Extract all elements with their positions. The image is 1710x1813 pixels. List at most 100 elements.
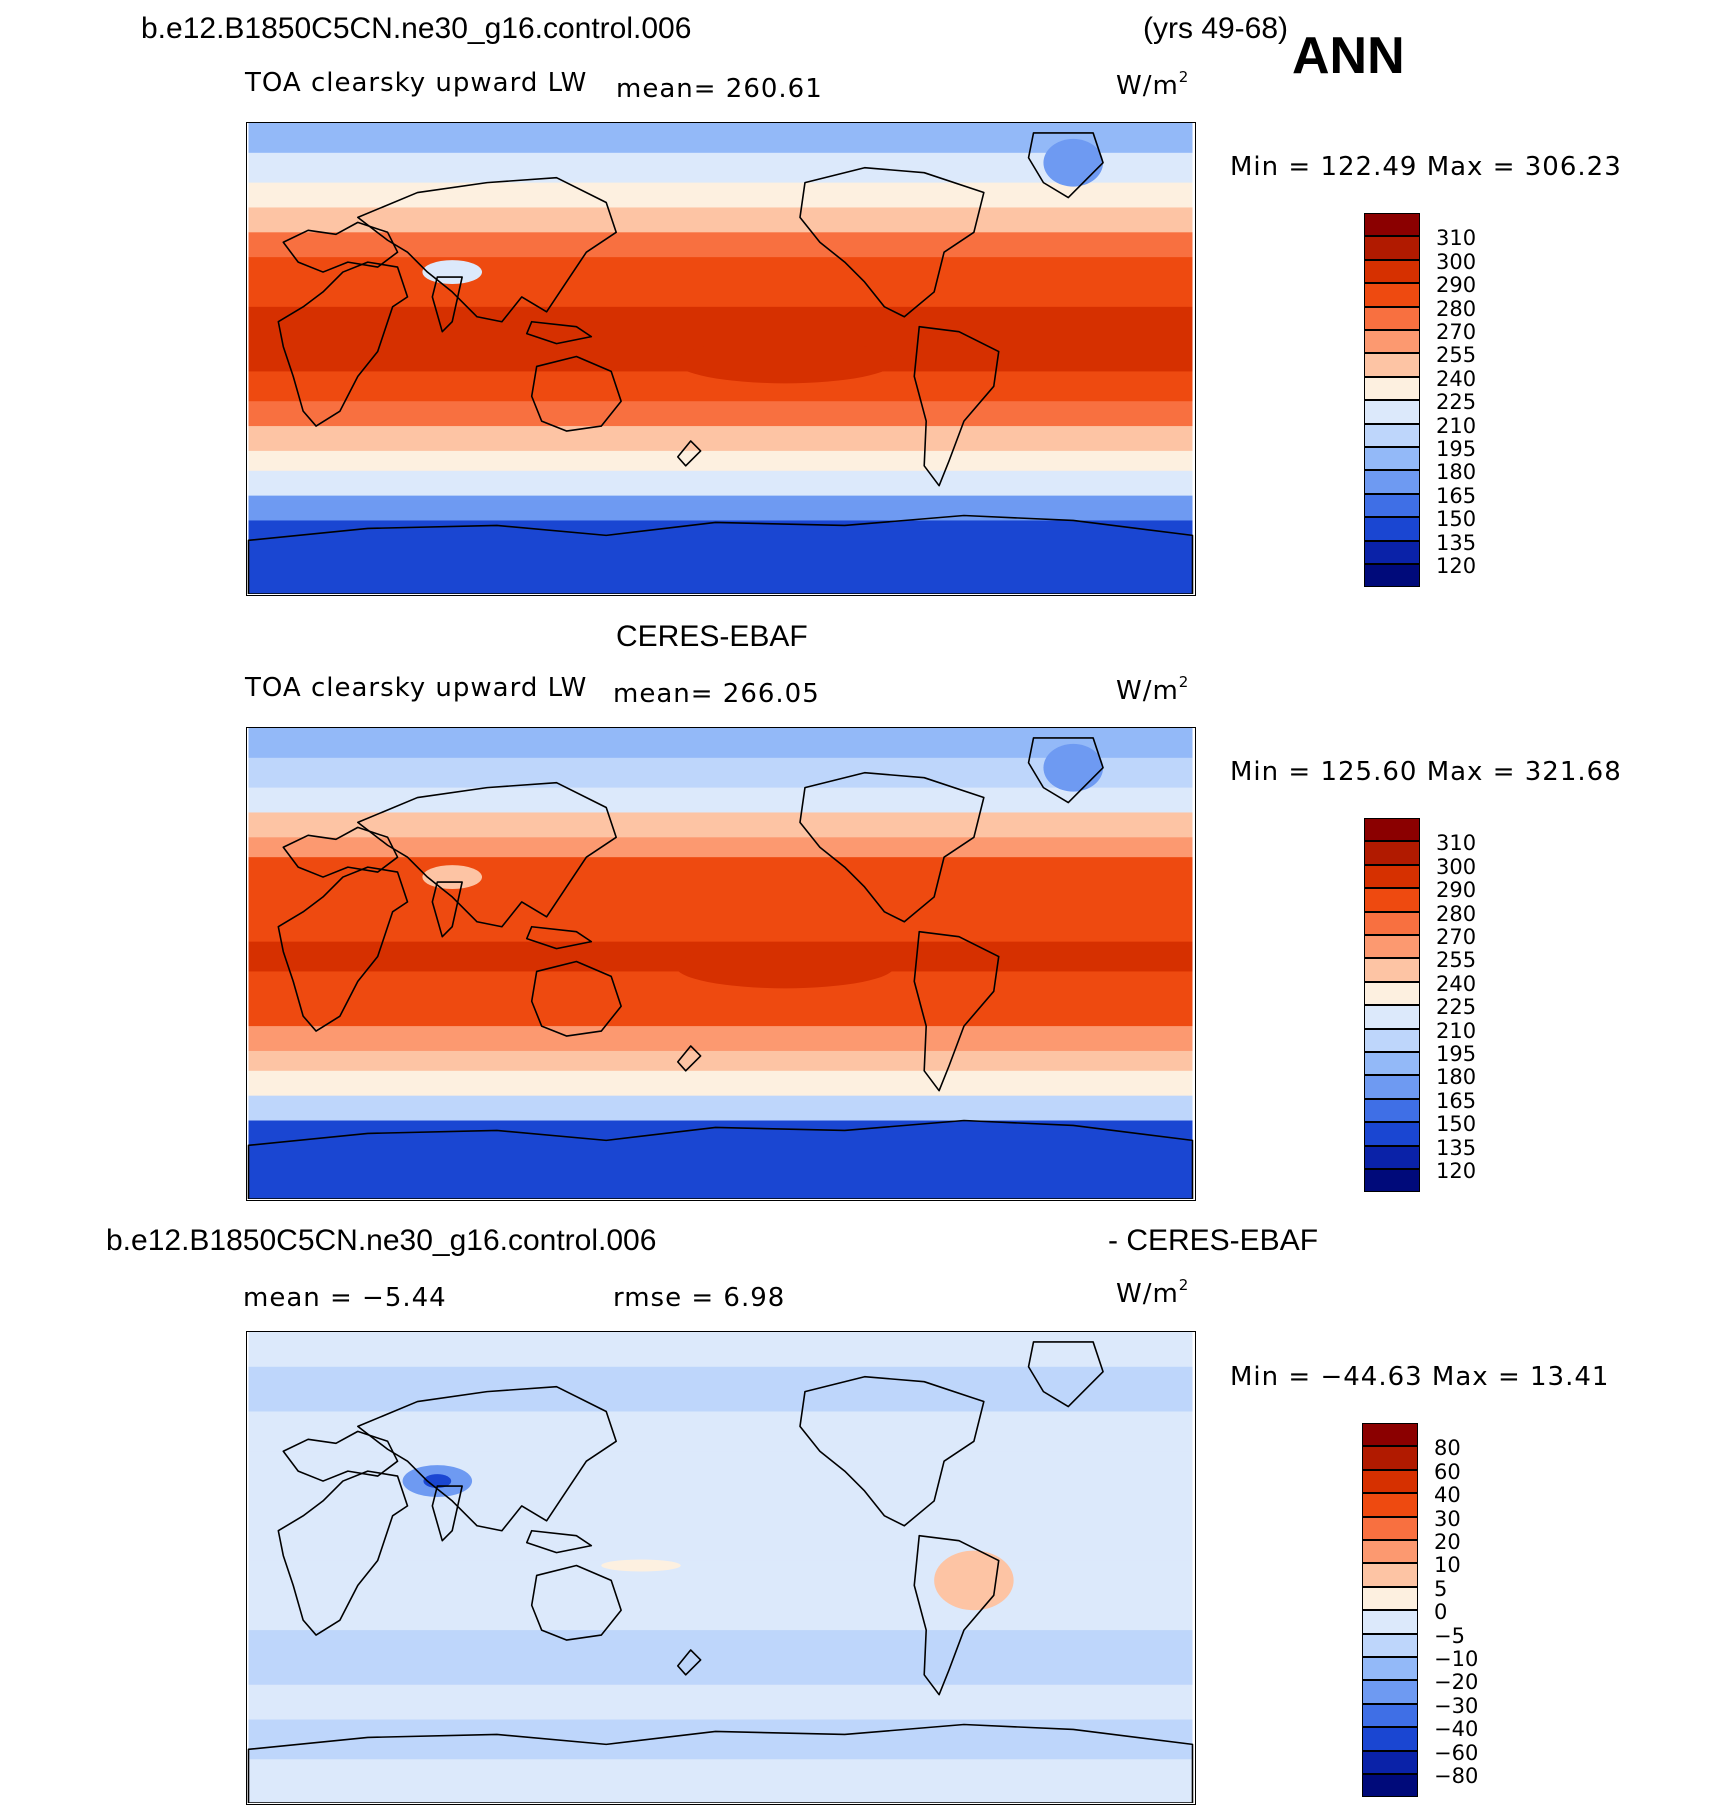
colorbar-tick-label: 270	[1436, 320, 1477, 344]
colorbar-tick-label: 80	[1434, 1436, 1461, 1461]
coastline	[431, 276, 463, 333]
colorbar-tick-label: 225	[1436, 390, 1477, 415]
colorbar-tick-label: −10	[1434, 1647, 1479, 1671]
colorbar-tick-label: −80	[1434, 1764, 1479, 1788]
coastline	[1027, 132, 1104, 199]
colorbar-swatch	[1362, 1774, 1418, 1798]
map-latitude-band	[248, 520, 1193, 594]
colorbar-tick-label: 180	[1436, 1065, 1477, 1090]
colorbar-swatch	[1362, 1680, 1418, 1704]
colorbar-swatch	[1364, 493, 1420, 518]
map-latitude-band	[248, 470, 1193, 497]
colorbar-tick-label: −60	[1434, 1740, 1479, 1765]
colorbar-swatch	[1362, 1493, 1418, 1517]
map-latitude-band	[248, 837, 1193, 859]
map-latitude-band	[248, 1411, 1193, 1453]
panel3-minmax: Min = −44.63 Max = 13.41	[1230, 1362, 1610, 1392]
colorbar-tick-label: 135	[1436, 530, 1477, 555]
panel2-mean: mean= 266.05	[613, 679, 820, 709]
colorbar-swatch	[1364, 447, 1420, 471]
map-latitude-band	[248, 857, 1193, 888]
colorbar-tick-label: 165	[1436, 1088, 1477, 1113]
map-latitude-band	[248, 450, 1193, 472]
coastline	[431, 881, 463, 938]
years-label: (yrs 49-68)	[1143, 12, 1289, 45]
panel3-title-left: b.e12.B1850C5CN.ne30_g16.control.006	[106, 1224, 657, 1257]
coastline	[525, 320, 593, 345]
map-latitude-band	[248, 1759, 1193, 1803]
colorbar-tick-label: 290	[1436, 273, 1477, 298]
colorbar-swatch	[1362, 1750, 1418, 1774]
colorbar-tick-label: 195	[1436, 437, 1477, 461]
panel2-variable: TOA clearsky upward LW	[245, 673, 588, 703]
coastline	[277, 261, 409, 427]
coastline	[676, 440, 702, 467]
colorbar-swatch	[1364, 981, 1420, 1006]
map-latitude-band	[248, 1120, 1193, 1199]
colorbar-swatch	[1364, 1122, 1420, 1146]
colorbar-swatch	[1362, 1446, 1418, 1470]
colorbar-swatch	[1362, 1563, 1418, 1587]
colorbar-swatch	[1364, 888, 1420, 912]
colorbar-tick-label: 150	[1436, 507, 1477, 532]
map-latitude-band	[248, 1451, 1193, 1497]
panel3-title-right: - CERES-EBAF	[1108, 1224, 1319, 1257]
map-latitude-band	[248, 1366, 1193, 1413]
map-latitude-band	[248, 426, 1193, 452]
colorbar-tick-label: 20	[1434, 1530, 1461, 1554]
coastline	[431, 1485, 463, 1542]
panel3-mean: mean = −5.44	[243, 1283, 447, 1313]
map-latitude-band	[248, 306, 1193, 348]
colorbar-tick-label: 5	[1434, 1576, 1448, 1601]
coastline	[530, 1564, 622, 1641]
panel1-minmax: Min = 122.49 Max = 306.23	[1230, 152, 1622, 182]
colorbar-tick-label: 300	[1436, 249, 1477, 274]
colorbar-tick-label: 280	[1436, 296, 1477, 321]
map-latitude-band	[248, 182, 1193, 209]
colorbar-swatch	[1364, 564, 1420, 588]
coastline	[799, 771, 985, 923]
map-latitude-band	[248, 812, 1193, 839]
season-label: ANN	[1292, 27, 1405, 85]
map-latitude-band	[248, 401, 1193, 428]
colorbar-swatch	[1362, 1423, 1418, 1447]
map-latitude-band	[248, 886, 1193, 913]
colorbar-swatch	[1364, 841, 1420, 865]
colorbar-swatch	[1364, 1052, 1420, 1076]
colorbar-swatch	[1364, 958, 1420, 982]
colorbar-swatch	[1364, 1145, 1420, 1169]
map-latitude-band	[248, 728, 1193, 759]
colorbar-tick-label: 310	[1436, 226, 1477, 251]
colorbar-swatch	[1362, 1516, 1418, 1540]
colorbar-swatch	[1364, 1028, 1420, 1052]
colorbar-swatch	[1364, 818, 1420, 842]
colorbar-swatch	[1364, 330, 1420, 354]
tibet-feature	[422, 260, 483, 284]
colorbar-tick-label: 210	[1436, 1018, 1477, 1043]
colorbar-tick-label: 150	[1436, 1112, 1477, 1137]
colorbar-swatch	[1364, 376, 1420, 401]
panel3-map	[246, 1331, 1196, 1805]
colorbar-tick-label: 255	[1436, 948, 1477, 973]
map-latitude-band	[248, 1332, 1193, 1368]
coastline	[913, 930, 1000, 1092]
colorbar-tick-label: 290	[1436, 878, 1477, 903]
colorbar-swatch	[1364, 470, 1420, 494]
warm-pool-feature	[675, 339, 895, 384]
colorbar-swatch	[1364, 1075, 1420, 1099]
colorbar-tick-label: 165	[1436, 483, 1477, 508]
colorbar-swatch	[1364, 213, 1420, 237]
map-latitude-band	[248, 1684, 1193, 1721]
colorbar-tick-label: 180	[1436, 460, 1477, 485]
map-latitude-band	[248, 1026, 1193, 1052]
colorbar-swatch	[1362, 1703, 1418, 1728]
colorbar-tick-label: 135	[1436, 1135, 1477, 1160]
map-latitude-band	[248, 1719, 1193, 1761]
colorbar-swatch	[1362, 1610, 1418, 1634]
colorbar-tick-label: 120	[1436, 1159, 1477, 1183]
colorbar-tick-label: 300	[1436, 854, 1477, 879]
map-latitude-band	[248, 281, 1193, 308]
map-latitude-band	[248, 232, 1193, 259]
coastline	[277, 866, 409, 1032]
colorbar-swatch	[1364, 1169, 1420, 1193]
